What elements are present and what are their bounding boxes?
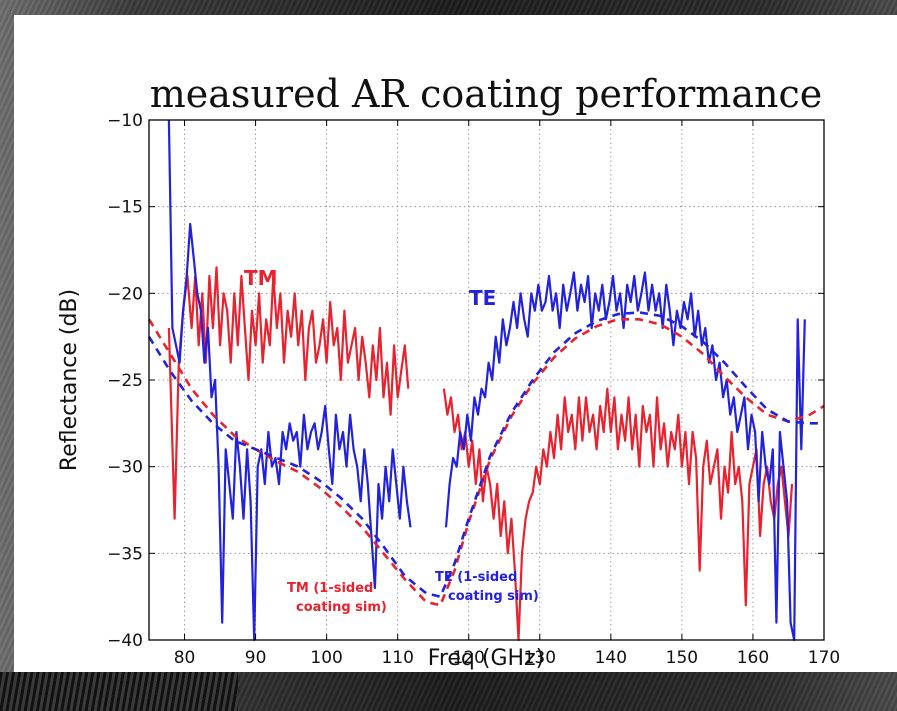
annotation-te-sim-line2: coating sim) (448, 589, 539, 604)
y-tick-label: −20 (107, 284, 143, 304)
series-line-tm (167, 266, 410, 520)
y-axis-label: Reflectance (dB) (57, 289, 82, 471)
y-tick-label: −40 (107, 631, 143, 651)
annotation-tm-sim-line2: coating sim) (296, 600, 387, 615)
series-line-tm (442, 387, 794, 642)
ticks: 80 90 100 110 120 130 140 150 160 170 −10 −15 −20 −25… (107, 111, 840, 668)
x-tick-label: 100 (310, 648, 342, 668)
decorative-strip (0, 672, 238, 711)
x-tick-label: 130 (524, 648, 556, 668)
annotation-tm: TM (244, 266, 278, 290)
y-tick-label: −25 (107, 371, 143, 391)
y-tick-label: −30 (107, 458, 143, 478)
x-tick-label: 160 (737, 648, 769, 668)
x-tick-label: 90 (245, 648, 267, 668)
x-tick-label: 120 (453, 648, 485, 668)
chart: measured AR coating performance 80 90 100 1… (57, 72, 840, 671)
x-tick-label: 150 (666, 648, 698, 668)
series-line-te (167, 119, 412, 642)
x-tick-label: 110 (381, 648, 413, 668)
annotation-te-sim-line1: TE (1-sided (435, 570, 517, 585)
x-tick-label: 170 (808, 648, 840, 668)
y-tick-label: −10 (107, 111, 143, 131)
series-layer (147, 119, 825, 642)
x-tick-label: 80 (174, 648, 196, 668)
series-line-te (444, 271, 806, 642)
figure-panel: measured AR coating performance 80 90 100 1… (14, 15, 897, 672)
y-tick-label: −15 (107, 198, 143, 218)
annotation-tm-sim-line1: TM (1-sided (287, 581, 373, 596)
sim-line-te-1-sided-coating-sim (147, 311, 824, 599)
x-tick-label: 140 (595, 648, 627, 668)
chart-title: measured AR coating performance (150, 72, 822, 116)
y-tick-label: −35 (107, 544, 143, 564)
annotation-te: TE (469, 286, 496, 310)
x-axis-label: Freq (GHz) (428, 646, 544, 671)
sim-line-tm-1-sided-coating-sim (147, 317, 825, 607)
